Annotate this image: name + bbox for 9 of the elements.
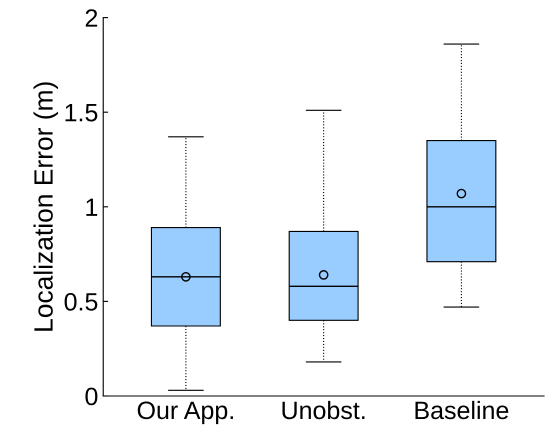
y-tick-label: 1 [86,198,98,216]
y-tick-label: 2 [86,9,98,27]
y-axis-title: Localization Error (m) [33,82,58,331]
x-tick-label: Unobst. [282,400,364,420]
x-tick-label: Our App. [138,402,233,424]
y-tick-label: 0.5 [64,293,98,311]
y-tick-label: 1.5 [66,104,98,122]
x-tick-label: Baseline [416,400,508,420]
y-tick-label: 0 [85,388,98,406]
